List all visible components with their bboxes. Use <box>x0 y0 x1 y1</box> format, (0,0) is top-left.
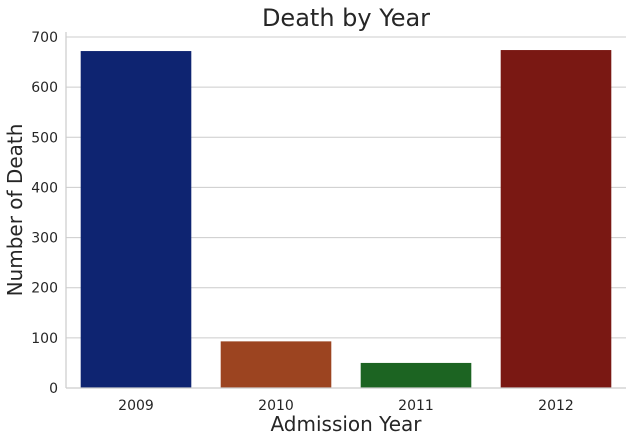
y-tick-labels: 0 100 200 300 400 500 600 700 <box>31 30 58 397</box>
bar-2009 <box>80 51 192 388</box>
y-tick-label: 0 <box>49 381 58 397</box>
y-tick-label: 400 <box>31 180 58 196</box>
x-tick-label: 2010 <box>258 398 294 414</box>
y-tick-label: 100 <box>31 331 58 347</box>
y-axis-title: Number of Death <box>3 124 27 297</box>
chart-title: Death by Year <box>262 4 430 32</box>
y-tick-label: 700 <box>31 30 58 46</box>
x-axis-title: Admission Year <box>270 412 422 436</box>
bars <box>80 50 612 388</box>
bar-2010 <box>220 341 332 388</box>
x-tick-label: 2009 <box>118 398 154 414</box>
y-tick-label: 600 <box>31 80 58 96</box>
bar-2011 <box>360 362 472 388</box>
x-tick-labels: 2009 2010 2011 2012 <box>118 398 574 414</box>
bar-2012 <box>500 50 612 388</box>
y-tick-label: 500 <box>31 130 58 146</box>
x-tick-label: 2012 <box>538 398 574 414</box>
x-tick-label: 2011 <box>398 398 434 414</box>
y-tick-label: 300 <box>31 231 58 247</box>
y-tick-label: 200 <box>31 281 58 297</box>
